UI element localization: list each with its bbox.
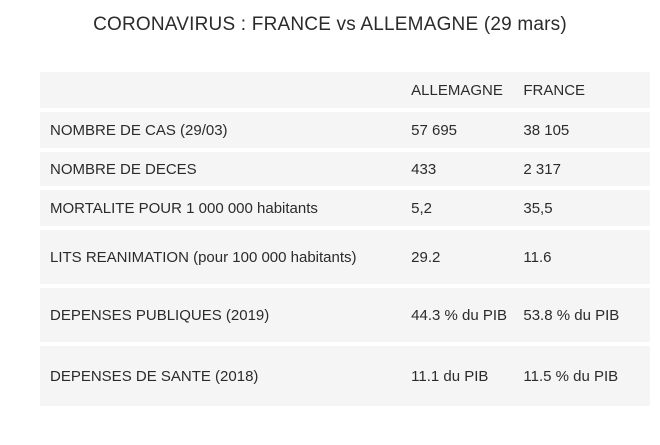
row-label: DEPENSES PUBLIQUES (2019) xyxy=(40,288,404,342)
table-row: LITS REANIMATION (pour 100 000 habitants… xyxy=(40,230,650,284)
france-value: 35,5 xyxy=(517,190,650,226)
allemagne-value: 57 695 xyxy=(403,112,518,148)
allemagne-value: 29.2 xyxy=(403,230,518,284)
allemagne-value: 44.3 % du PIB xyxy=(403,288,518,342)
header-empty-cell xyxy=(40,72,404,108)
france-value: 53.8 % du PIB xyxy=(517,288,650,342)
table-row: DEPENSES DE SANTE (2018) 11.1 du PIB 11.… xyxy=(40,346,650,406)
table-header-row: ALLEMAGNE FRANCE xyxy=(40,72,650,108)
page-title: CORONAVIRUS : FRANCE vs ALLEMAGNE (29 ma… xyxy=(93,14,567,35)
comparison-table: ALLEMAGNE FRANCE NOMBRE DE CAS (29/03) 5… xyxy=(40,68,650,410)
row-label: DEPENSES DE SANTE (2018) xyxy=(40,346,404,406)
france-value: 2 317 xyxy=(517,152,650,186)
table-row: NOMBRE DE DECES 433 2 317 xyxy=(40,152,650,186)
header-france: FRANCE xyxy=(517,72,650,108)
row-label: NOMBRE DE CAS (29/03) xyxy=(40,112,404,148)
row-label: NOMBRE DE DECES xyxy=(40,152,404,186)
header-allemagne: ALLEMAGNE xyxy=(403,72,518,108)
france-value: 11.5 % du PIB xyxy=(517,346,650,406)
france-value: 38 105 xyxy=(517,112,650,148)
table-row: MORTALITE POUR 1 000 000 habitants 5,2 3… xyxy=(40,190,650,226)
allemagne-value: 5,2 xyxy=(403,190,518,226)
allemagne-value: 433 xyxy=(403,152,518,186)
allemagne-value: 11.1 du PIB xyxy=(403,346,518,406)
table-row: NOMBRE DE CAS (29/03) 57 695 38 105 xyxy=(40,112,650,148)
table-row: DEPENSES PUBLIQUES (2019) 44.3 % du PIB … xyxy=(40,288,650,342)
row-label: MORTALITE POUR 1 000 000 habitants xyxy=(40,190,404,226)
france-value: 11.6 xyxy=(517,230,650,284)
row-label: LITS REANIMATION (pour 100 000 habitants… xyxy=(40,230,404,284)
